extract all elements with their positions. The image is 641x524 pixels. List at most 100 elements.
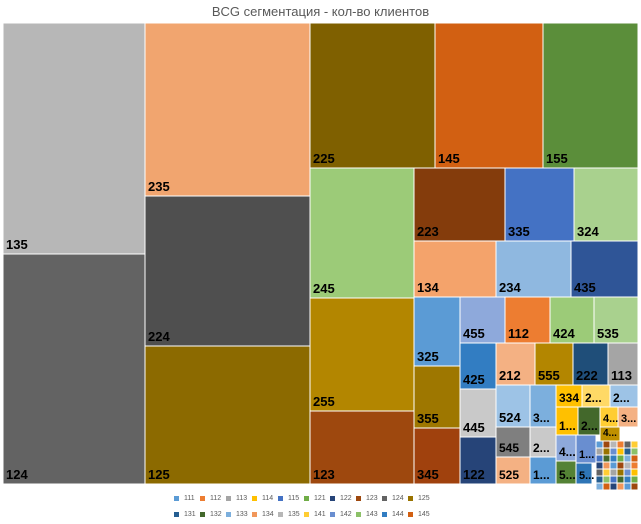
legend-swatch-15: [304, 512, 309, 517]
legend-item-1: 112: [200, 495, 226, 502]
mini-tile-30: [595, 475, 604, 484]
legend-item-19: 145: [408, 511, 434, 518]
legend-label-18: 144: [392, 511, 404, 518]
tile-label-20: 424: [553, 326, 575, 341]
legend-label-8: 124: [392, 495, 404, 502]
mini-tile-6: [595, 447, 604, 456]
mini-tile-4: [623, 440, 632, 449]
legend-swatch-4: [278, 496, 283, 501]
mini-tile-13: [602, 454, 611, 463]
tile-0: [2, 22, 146, 255]
tile-21: [593, 296, 639, 344]
mini-tile-38: [609, 482, 618, 491]
mini-tile-31: [602, 475, 611, 484]
legend-swatch-11: [200, 512, 205, 517]
tile-label-6: 145: [438, 151, 460, 166]
tile-label-2: 235: [148, 179, 170, 194]
mini-tile-26: [609, 468, 618, 477]
mini-tile-2: [609, 440, 618, 449]
legend-row-1: 111 112 113 114 115 121 122 123 124 125: [174, 495, 434, 502]
mini-tile-12: [595, 454, 604, 463]
legend-label-19: 145: [418, 511, 430, 518]
tile-20: [549, 296, 595, 344]
tile-40: [617, 406, 639, 428]
mini-tile-41: [630, 482, 639, 491]
legend-label-2: 113: [236, 495, 248, 502]
legend-item-7: 123: [356, 495, 382, 502]
mini-tile-39: [616, 482, 625, 491]
legend-swatch-10: [174, 512, 179, 517]
mini-tile-40: [623, 482, 632, 491]
legend-item-3: 114: [252, 495, 278, 502]
tile-label-42: 525: [499, 468, 519, 482]
tile-label-36: 2...: [533, 441, 550, 455]
mini-tile-15: [616, 454, 625, 463]
legend-label-0: 111: [184, 495, 195, 502]
mini-tile-32: [609, 475, 618, 484]
legend-swatch-12: [226, 512, 231, 517]
legend-item-10: 131: [174, 511, 200, 518]
legend-label-12: 133: [236, 511, 248, 518]
tile-label-38: 2...: [581, 419, 598, 433]
tile-label-18: 455: [463, 326, 485, 341]
tile-19: [504, 296, 551, 344]
mini-tile-25: [602, 468, 611, 477]
legend-swatch-9: [408, 496, 413, 501]
legend-label-4: 115: [288, 495, 300, 502]
tile-label-19: 112: [508, 326, 529, 341]
mini-tile-19: [602, 461, 611, 470]
legend-item-8: 124: [382, 495, 408, 502]
legend-swatch-2: [226, 496, 231, 501]
legend-item-6: 122: [330, 495, 356, 502]
tile-13: [573, 167, 639, 242]
legend-label-5: 121: [314, 495, 326, 502]
tile-27: [572, 342, 609, 386]
tile-42: [495, 456, 531, 485]
legend-item-0: 111: [174, 495, 200, 502]
tile-label-40: 3...: [621, 413, 636, 425]
tile-label-29: 445: [463, 420, 485, 435]
tile-label-26: 555: [538, 368, 560, 383]
legend-swatch-16: [330, 512, 335, 517]
tile-17: [413, 296, 461, 367]
tile-26: [534, 342, 574, 386]
mini-tile-5: [630, 440, 639, 449]
tile-label-24: 425: [463, 372, 485, 387]
legend-item-12: 133: [226, 511, 252, 518]
tile-label-15: 234: [499, 280, 521, 295]
legend-label-3: 114: [262, 495, 274, 502]
tile-label-4: 125: [148, 467, 170, 482]
legend-item-2: 113: [226, 495, 252, 502]
tile-8: [309, 167, 415, 299]
tile-4: [144, 345, 311, 485]
tile-7: [542, 22, 639, 169]
legend-item-17: 143: [356, 511, 382, 518]
mini-tile-3: [616, 440, 625, 449]
tile-3: [144, 195, 311, 347]
tile-1: [2, 253, 146, 485]
tile-label-14: 134: [417, 280, 439, 295]
tile-label-16: 435: [574, 280, 596, 295]
tile-28: [607, 342, 639, 386]
tile-22: [413, 365, 461, 429]
tile-label-41: 122: [463, 467, 485, 482]
mini-tile-24: [595, 468, 604, 477]
treemap-small-tiles: [595, 440, 639, 491]
legend-item-5: 121: [304, 495, 330, 502]
mini-tile-22: [623, 461, 632, 470]
tile-label-48: 4...: [603, 428, 617, 439]
tile-label-8: 245: [313, 281, 335, 296]
tile-label-12: 335: [508, 224, 530, 239]
tile-label-45: 5...: [559, 468, 576, 482]
tile-label-1: 124: [6, 467, 28, 482]
legend-item-18: 144: [382, 511, 408, 518]
mini-tile-37: [602, 482, 611, 491]
tile-label-5: 225: [313, 151, 335, 166]
legend-label-13: 134: [262, 511, 274, 518]
tile-16: [570, 240, 639, 298]
legend-label-6: 122: [340, 495, 352, 502]
mini-tile-36: [595, 482, 604, 491]
legend-item-15: 141: [304, 511, 330, 518]
mini-tile-10: [623, 447, 632, 456]
chart-title: BCG сегментация - кол-во клиентов: [211, 4, 430, 19]
